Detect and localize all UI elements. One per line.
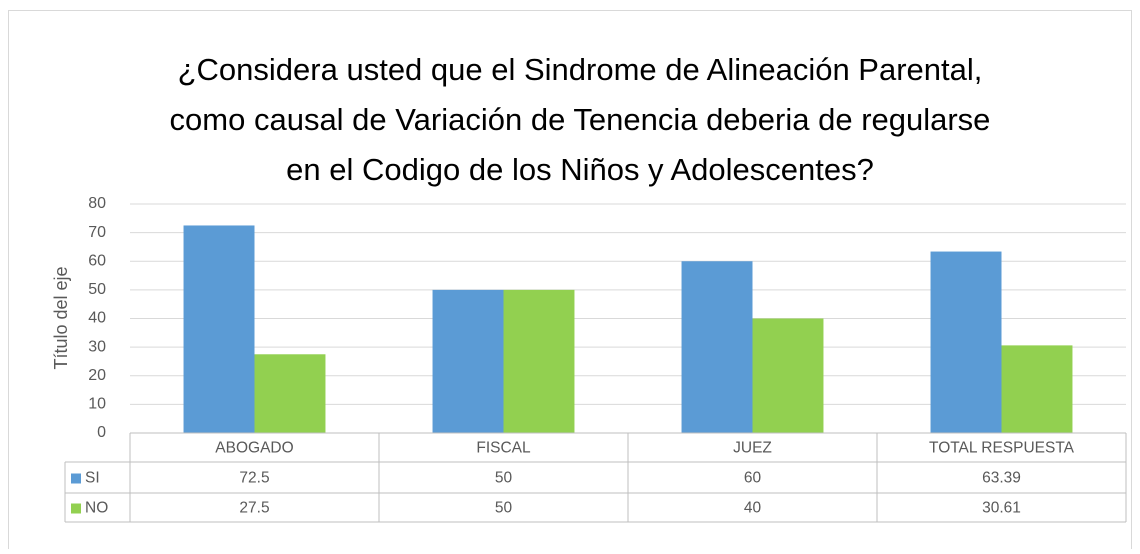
y-tick-label: 30 bbox=[88, 338, 106, 355]
bar bbox=[183, 225, 255, 433]
table-value: 50 bbox=[495, 500, 513, 517]
bar bbox=[254, 354, 326, 433]
x-tick-label: ABOGADO bbox=[215, 440, 293, 457]
y-axis-label: Título del eje bbox=[51, 266, 71, 369]
legend-label: NO bbox=[85, 500, 108, 517]
x-tick-label: FISCAL bbox=[476, 440, 531, 457]
bar bbox=[681, 261, 753, 433]
bar bbox=[503, 289, 575, 433]
y-tick-label: 0 bbox=[97, 424, 106, 441]
legend-label: SI bbox=[85, 470, 100, 487]
chart-title: en el Codigo de los Niños y Adolescentes… bbox=[286, 152, 874, 187]
x-tick-label: JUEZ bbox=[733, 440, 772, 457]
bar bbox=[1001, 345, 1073, 433]
bar bbox=[752, 318, 824, 433]
y-tick-label: 20 bbox=[88, 367, 106, 384]
y-tick-label: 60 bbox=[88, 252, 106, 269]
bar bbox=[432, 289, 504, 433]
x-tick-label: TOTAL RESPUESTA bbox=[929, 440, 1075, 457]
table-value: 30.61 bbox=[982, 500, 1021, 517]
table-value: 50 bbox=[495, 470, 513, 487]
y-tick-label: 10 bbox=[88, 396, 106, 413]
table-value: 72.5 bbox=[239, 470, 269, 487]
legend-swatch bbox=[71, 473, 81, 484]
table-value: 40 bbox=[744, 500, 762, 517]
y-tick-label: 80 bbox=[88, 195, 106, 212]
y-tick-label: 70 bbox=[88, 224, 106, 241]
table-value: 63.39 bbox=[982, 470, 1021, 487]
y-tick-label: 40 bbox=[88, 310, 106, 327]
y-tick-label: 50 bbox=[88, 281, 106, 298]
chart-title: ¿Considera usted que el Sindrome de Alin… bbox=[178, 52, 983, 87]
chart-title: como causal de Variación de Tenencia deb… bbox=[170, 102, 991, 137]
table-value: 27.5 bbox=[239, 500, 269, 517]
table-value: 60 bbox=[744, 470, 762, 487]
legend-swatch bbox=[71, 503, 81, 514]
bar bbox=[930, 251, 1002, 433]
